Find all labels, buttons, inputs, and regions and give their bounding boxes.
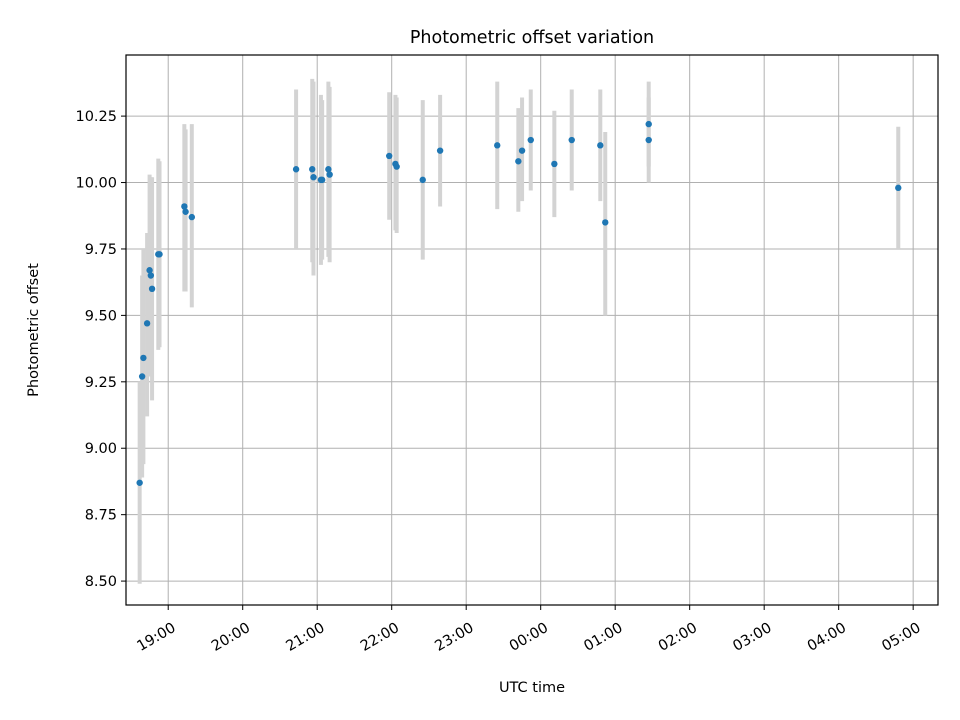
data-point xyxy=(645,136,652,144)
data-point xyxy=(568,136,575,144)
data-point xyxy=(318,176,326,184)
y-axis-label: Photometric offset xyxy=(26,263,42,397)
data-point xyxy=(527,136,534,144)
data-points xyxy=(136,120,902,486)
data-point xyxy=(143,320,151,327)
data-point xyxy=(494,142,501,149)
data-point xyxy=(148,285,156,293)
data-point xyxy=(310,174,317,181)
data-point xyxy=(645,120,652,128)
y-tick-label: 10.25 xyxy=(75,109,117,125)
data-point xyxy=(436,147,444,154)
data-point xyxy=(156,251,163,258)
data-point xyxy=(309,166,316,173)
data-point xyxy=(597,142,604,149)
data-point xyxy=(138,373,146,380)
data-point xyxy=(393,163,400,170)
data-point xyxy=(188,213,196,221)
data-point xyxy=(146,267,153,274)
data-point xyxy=(386,152,393,160)
y-tick-label: 9.00 xyxy=(85,441,117,457)
data-point xyxy=(551,160,558,168)
y-tick-label: 8.75 xyxy=(85,508,117,524)
data-point xyxy=(292,166,300,173)
data-point xyxy=(419,176,426,184)
y-tick-label: 9.25 xyxy=(85,375,117,391)
data-point xyxy=(181,203,188,210)
y-tick-label: 9.50 xyxy=(85,308,117,324)
x-axis-label: UTC time xyxy=(499,680,565,696)
y-tick-label: 10.00 xyxy=(75,176,117,192)
data-point xyxy=(326,171,333,178)
data-point xyxy=(895,184,902,192)
data-point xyxy=(182,208,189,215)
chart-title: Photometric offset variation xyxy=(410,28,654,48)
y-tick-label: 8.50 xyxy=(85,574,117,590)
data-point xyxy=(147,272,155,279)
data-point xyxy=(136,479,143,486)
y-tick-label: 9.75 xyxy=(85,242,117,258)
data-point xyxy=(325,166,332,173)
data-point xyxy=(518,147,526,154)
data-point xyxy=(602,219,609,226)
plot-area-frame xyxy=(125,54,939,606)
data-point xyxy=(515,158,522,165)
y-axis-ticks: 8.50 8.75 9.00 9.25 9.50 9.75 10.00 10.25 xyxy=(75,109,126,590)
data-point xyxy=(140,354,147,362)
grid-lines xyxy=(126,55,938,605)
